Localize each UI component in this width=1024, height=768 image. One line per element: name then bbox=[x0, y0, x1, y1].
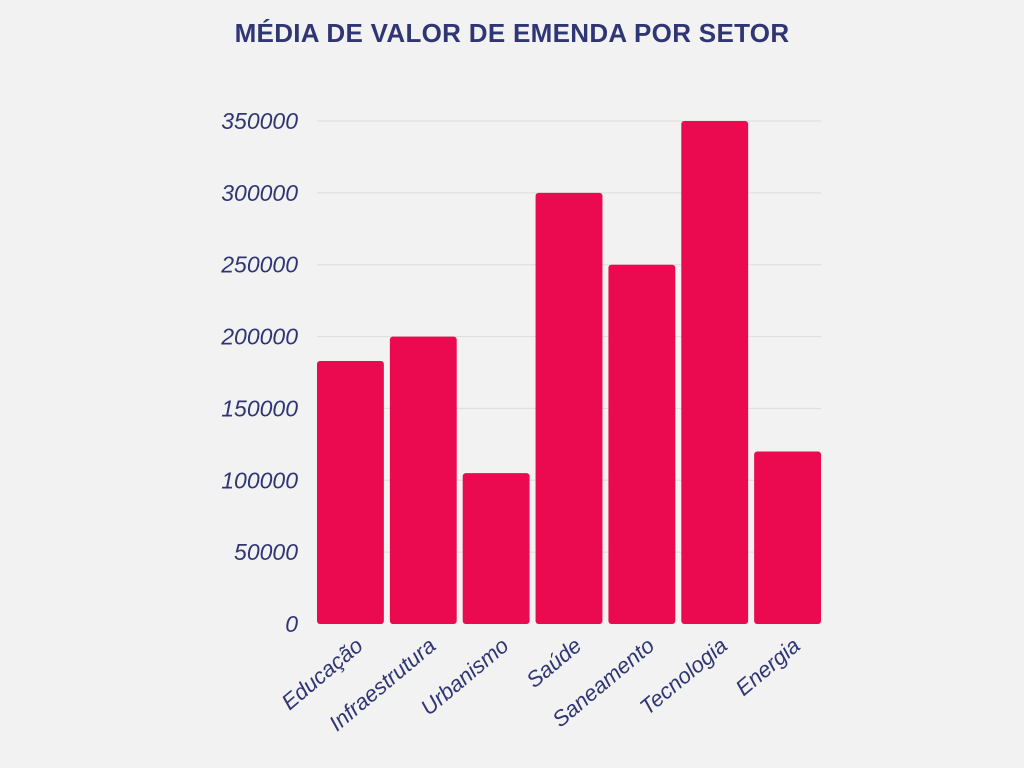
bar-saúde bbox=[535, 192, 603, 624]
bar-saneamento bbox=[608, 264, 676, 624]
y-tick-label: 0 bbox=[285, 611, 298, 637]
y-tick-label: 100000 bbox=[221, 467, 298, 493]
y-tick-label: 350000 bbox=[221, 108, 298, 134]
y-tick-label: 50000 bbox=[234, 539, 298, 565]
y-tick-label: 150000 bbox=[221, 395, 298, 421]
bar-tecnologia bbox=[681, 121, 749, 624]
bar-urbanismo bbox=[462, 473, 530, 624]
x-tick-label: Energia bbox=[731, 633, 805, 701]
bar-energia bbox=[754, 451, 821, 624]
y-tick-label: 300000 bbox=[221, 180, 298, 206]
bar-infraestrutura bbox=[389, 336, 457, 624]
y-tick-label: 200000 bbox=[220, 324, 298, 350]
bar-educação bbox=[317, 361, 384, 624]
y-tick-label: 250000 bbox=[220, 252, 298, 278]
chart-title: MÉDIA DE VALOR DE EMENDA POR SETOR bbox=[234, 18, 790, 48]
x-tick-label: Saúde bbox=[521, 633, 586, 693]
